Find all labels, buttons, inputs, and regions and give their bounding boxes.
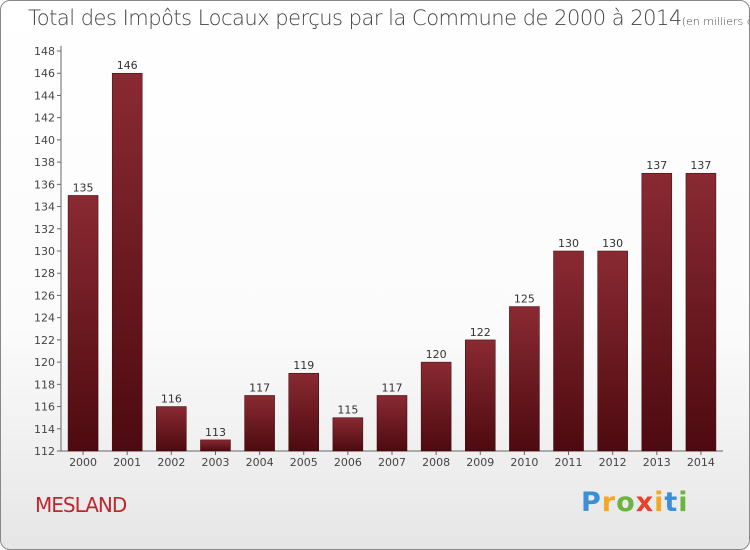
bar [288, 372, 319, 452]
commune-name: MESLAND [35, 493, 127, 517]
bar [641, 172, 673, 452]
bar [376, 395, 408, 452]
bar [244, 395, 275, 452]
bar-value-label: 117 [382, 381, 403, 394]
x-tick-label: 2002 [157, 456, 185, 469]
logo-letter: o [616, 487, 636, 518]
x-tick-label: 2011 [555, 456, 583, 469]
proxiti-logo: Proxiti [581, 487, 689, 518]
y-tick-label: 114 [34, 423, 55, 436]
logo-letter: P [581, 487, 602, 518]
bars [67, 72, 717, 452]
chart-title-main: Total des Impôts Locaux perçus par la Co… [28, 6, 682, 30]
logo-letter: x [635, 487, 655, 518]
bar-value-label: 137 [690, 159, 711, 172]
y-tick-label: 146 [34, 67, 55, 80]
logo-letter: i [654, 487, 665, 518]
bar-value-label: 116 [161, 393, 182, 406]
y-tick-label: 120 [34, 356, 55, 369]
y-tick-label: 124 [34, 312, 55, 325]
y-tick-label: 138 [34, 156, 55, 169]
y-tick-label: 132 [34, 223, 55, 236]
bar [509, 306, 540, 452]
bar [332, 417, 364, 452]
bar [420, 361, 452, 452]
x-tick-label: 2014 [687, 456, 715, 469]
bar [200, 439, 231, 452]
y-tick-label: 148 [34, 45, 55, 58]
bar-value-label: 113 [205, 426, 226, 439]
bar-value-label: 120 [426, 348, 447, 361]
y-tick-label: 128 [34, 267, 55, 280]
x-tick-label: 2007 [378, 456, 406, 469]
x-tick-label: 2009 [466, 456, 494, 469]
bar-value-label: 115 [337, 404, 358, 417]
bar-value-label: 117 [249, 381, 270, 394]
bar-value-label: 137 [646, 159, 667, 172]
y-tick-label: 126 [34, 289, 55, 302]
y-tick-label: 142 [34, 112, 55, 125]
chart-title: Total des Impôts Locaux perçus par la Co… [28, 6, 749, 30]
y-tick-label: 112 [34, 445, 55, 458]
bar [156, 406, 187, 452]
bar [553, 250, 584, 452]
bar-value-label: 125 [514, 293, 535, 306]
y-tick-label: 122 [34, 334, 55, 347]
bar [465, 339, 496, 452]
y-tick-label: 116 [34, 401, 55, 414]
bar [685, 172, 717, 452]
bar [67, 195, 99, 452]
bar-value-label: 146 [117, 59, 138, 72]
logo-letter: r [601, 487, 617, 518]
bar [597, 250, 628, 452]
x-tick-label: 2004 [246, 456, 274, 469]
y-tick-label: 130 [34, 245, 55, 258]
bar-value-label: 130 [558, 237, 579, 250]
x-tick-label: 2005 [290, 456, 318, 469]
y-tick-label: 134 [34, 201, 55, 214]
y-tick-label: 136 [34, 178, 55, 191]
y-tick-label: 140 [34, 134, 55, 147]
data-labels: 135 146 116 113 117 119 115 117 120 122 125 130 130 1… [73, 59, 712, 439]
logo-letter: i [678, 487, 689, 518]
logo-letter: t [664, 487, 679, 518]
x-tick-label: 2006 [334, 456, 362, 469]
axes: 112 114 116 118 120 122 124 126 128 130 132 134 136 1… [34, 45, 723, 469]
x-tick-label: 2008 [422, 456, 450, 469]
chart-title-unit: (en milliers d'€) [681, 15, 749, 28]
y-tick-label: 144 [34, 89, 55, 102]
bar-value-label: 135 [73, 181, 94, 194]
x-tick-label: 2010 [510, 456, 538, 469]
y-tick-label: 118 [34, 378, 55, 391]
bar [111, 72, 143, 452]
bar-value-label: 119 [293, 359, 314, 372]
x-tick-label: 2000 [69, 456, 97, 469]
bar-value-label: 130 [602, 237, 623, 250]
x-tick-label: 2013 [643, 456, 671, 469]
x-tick-label: 2003 [201, 456, 229, 469]
bar-value-label: 122 [470, 326, 491, 339]
x-tick-label: 2001 [113, 456, 141, 469]
x-tick-label: 2012 [599, 456, 627, 469]
